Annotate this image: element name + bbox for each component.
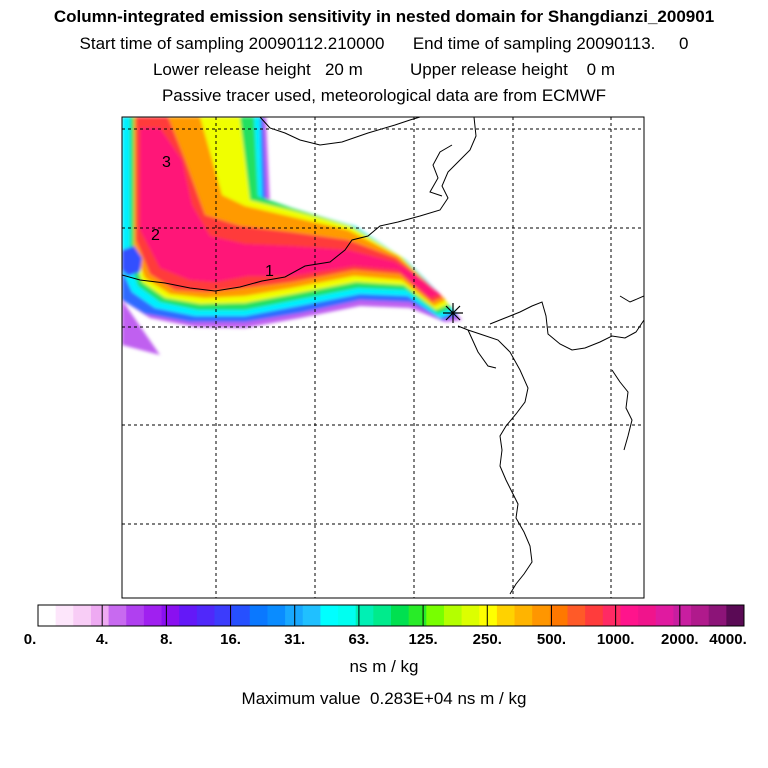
colorbar-swatch — [373, 605, 392, 626]
colorbar-frame — [37, 604, 745, 627]
field-pocket-blue — [122, 246, 142, 276]
colorbar-tick-label: 2000. — [661, 631, 699, 648]
colorbar-swatch — [143, 605, 163, 626]
colorbar-swatch — [408, 605, 427, 626]
colorbar-swatch — [161, 605, 180, 626]
release-height-line: Lower release height 20 m Upper release … — [152, 60, 616, 79]
colorbar-swatch — [461, 605, 480, 626]
colorbar-tick-label: 16. — [220, 631, 241, 648]
contour-label-3: 3 — [162, 154, 171, 171]
colorbar-swatch — [391, 605, 410, 626]
colorbar-swatch — [426, 605, 445, 626]
colorbar-tick-label: 0. — [23, 631, 37, 648]
colorbar-tick-label: 125. — [408, 631, 438, 648]
colorbar-tick-label: 4000. — [709, 631, 747, 648]
colorbar-tick-label: 1000. — [596, 631, 635, 648]
colorbar-swatch — [249, 605, 268, 626]
colorbar-swatch — [479, 605, 498, 626]
colorbar-swatch — [232, 605, 251, 626]
colorbar-swatch — [285, 605, 304, 626]
colorbar-swatch — [602, 605, 621, 626]
colorbar-tick-label: 8. — [160, 631, 173, 648]
receptor-star — [443, 303, 463, 323]
colorbar-swatch — [514, 605, 533, 626]
colorbar-swatch — [726, 605, 745, 626]
map-frame — [121, 116, 645, 599]
colorbar-swatch — [108, 605, 127, 626]
border-line — [259, 117, 421, 146]
colorbar-swatch — [620, 605, 639, 626]
sensitivity-field — [122, 117, 462, 355]
colorbar-swatch — [126, 605, 145, 626]
colorbar-units: ns m / kg — [349, 657, 419, 676]
colorbar-swatch — [73, 605, 92, 626]
colorbar-swatch — [549, 605, 568, 626]
border-line — [429, 144, 453, 197]
colorbar-swatch — [320, 605, 339, 626]
colorbar-tick-label: 500. — [536, 631, 567, 648]
colorbar-tick-label: 63. — [348, 631, 370, 648]
sampling-time-line: Start time of sampling 20090112.210000 E… — [79, 34, 689, 53]
tracer-info-line: Passive tracer used, meteorological data… — [161, 86, 607, 105]
colorbar-tick-label: 4. — [95, 631, 109, 648]
colorbar-swatch — [196, 605, 215, 626]
colorbar-swatch — [496, 605, 516, 626]
colorbar-swatch — [338, 605, 357, 626]
colorbar-tick-label: 31. — [284, 631, 306, 648]
colorbar-swatch — [691, 605, 710, 626]
colorbar-swatch — [567, 605, 586, 626]
colorbar-swatch — [443, 605, 463, 626]
coast-line — [457, 325, 533, 595]
coast-line — [619, 295, 644, 303]
colorbar-swatch — [38, 605, 57, 626]
colorbar-swatch — [673, 605, 692, 626]
coast-line — [467, 329, 497, 369]
colorbar-swatch — [585, 605, 604, 626]
colorbar-swatch — [55, 605, 74, 626]
colorbar-swatch — [708, 605, 727, 626]
colorbar-swatch — [267, 605, 286, 626]
colorbar-swatch — [179, 605, 198, 626]
field-layer-magenta — [140, 128, 440, 298]
colorbar-swatch — [532, 605, 551, 626]
border-line — [122, 117, 477, 292]
colorbar-swatch — [655, 605, 674, 626]
coast-line — [489, 301, 644, 351]
colorbar-tick-label: 250. — [472, 631, 502, 648]
colorbar-swatch — [214, 605, 233, 626]
contour-label-1: 1 — [265, 263, 274, 280]
colorbar-swatch — [638, 605, 657, 626]
colorbar-swatch — [90, 605, 110, 626]
coastlines — [122, 117, 644, 595]
plot-title: Column-integrated emission sensitivity i… — [53, 7, 715, 26]
maximum-value: Maximum value 0.283E+04 ns m / kg — [241, 689, 527, 708]
colorbar-swatch — [355, 605, 374, 626]
contour-label-2: 2 — [151, 227, 160, 244]
coast-line — [611, 369, 633, 451]
colorbar-swatch — [302, 605, 321, 626]
colorbar — [37, 604, 745, 627]
